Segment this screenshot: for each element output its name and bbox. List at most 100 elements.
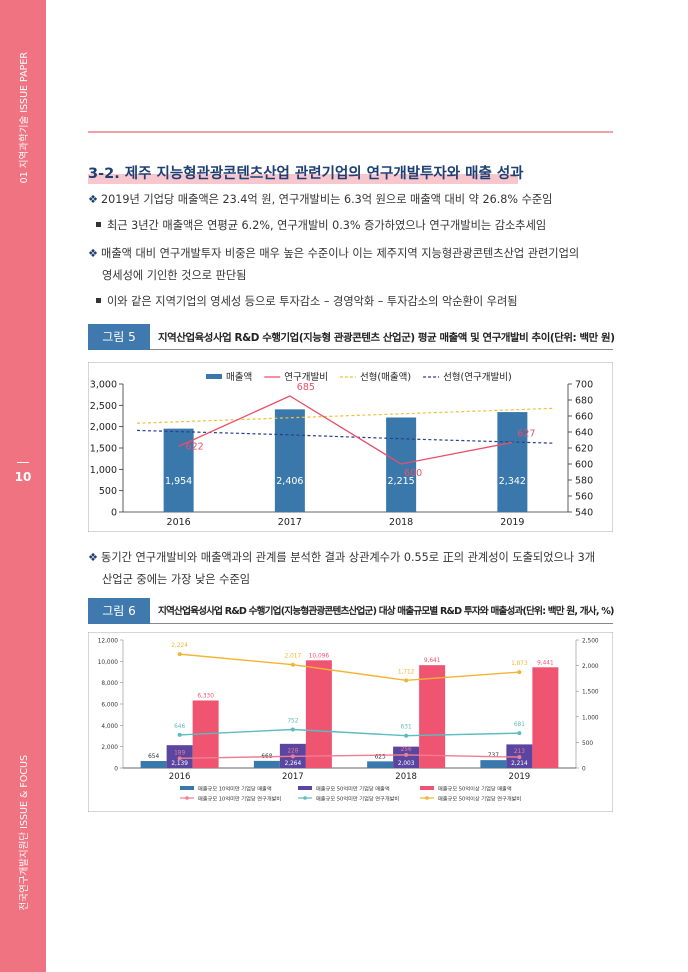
right-axis-tick-label: 560 <box>575 492 593 503</box>
title-highlight <box>88 174 518 184</box>
bar-sales <box>386 417 417 512</box>
legend-marker <box>425 796 429 800</box>
section-title: 3-2. 제주 지능형관광콘텐츠산업 관련기업의 연구개발투자와 매출 성과 <box>88 166 524 184</box>
legend-marker <box>185 796 189 800</box>
right-axis-tick-label: 620 <box>575 444 593 455</box>
line-rnd-under-1b-marker <box>517 755 522 760</box>
legend-label: 연구개발비 <box>284 372 328 383</box>
line-rnd-label: 622 <box>186 441 204 452</box>
x-axis-tick-label: 2019 <box>509 772 531 782</box>
left-axis-tick-label: 4,000 <box>101 724 118 730</box>
square-bullet-icon <box>96 298 101 303</box>
line-rnd-over-5b-label: 2,224 <box>171 643 188 649</box>
bar-sales-over-5b <box>419 665 446 768</box>
line-rnd-under-5b-marker <box>290 727 295 732</box>
line-rnd-over-5b-marker <box>177 652 182 657</box>
line-rnd-under-5b-label: 752 <box>287 718 298 724</box>
line-rnd-under-1b-label: 228 <box>287 748 298 754</box>
right-axis-tick-label: 1,000 <box>582 715 599 721</box>
bar-sales-under-1b <box>480 760 507 768</box>
bar-sales-over-5b-label: 10,096 <box>309 653 330 659</box>
x-axis-tick-label: 2018 <box>395 772 417 782</box>
right-axis-tick-label: 0 <box>582 767 586 773</box>
figure-6-chart: 0 2,000 4,000 6,000 8,000 10,000 12,000 0 500 1,0… <box>88 632 613 812</box>
line-rnd <box>178 395 513 465</box>
line-rnd-under-5b-marker <box>177 732 182 737</box>
right-axis-tick-label: 580 <box>575 476 593 487</box>
left-axis-tick-label: 500 <box>99 486 117 497</box>
legend-swatch <box>298 786 312 790</box>
figure-6-caption: 지역산업육성사업 R&D 수행기업(지능형관광콘텐츠산업군) 대상 매출규모별 … <box>158 606 614 617</box>
line-rnd-under-5b-label: 631 <box>401 725 412 731</box>
x-axis-tick-label: 2017 <box>278 517 302 528</box>
line-rnd-under-5b-marker <box>517 731 522 736</box>
figure-6-tag: 그림 6 <box>88 598 150 624</box>
left-axis-tick-label: 0 <box>114 767 118 773</box>
figure-5-tag: 그림 5 <box>88 324 150 350</box>
left-axis-tick-label: 6,000 <box>101 703 118 709</box>
bullet-paragraph-3-cont: 산업군 중에는 가장 낮은 수준임 <box>102 573 251 586</box>
bar-sales-under-5b-label: 2,139 <box>171 761 188 767</box>
bar-sales-under-1b-label: 654 <box>148 754 159 760</box>
left-axis-tick-label: 1,000 <box>90 465 117 476</box>
line-rnd-under-5b-label: 681 <box>514 722 525 728</box>
x-axis-tick-label: 2019 <box>500 517 524 528</box>
bar-sales <box>274 409 305 512</box>
right-axis-tick-label: 540 <box>575 508 593 519</box>
line-rnd-under-1b-marker <box>177 756 182 761</box>
right-axis-tick-label: 700 <box>575 380 593 391</box>
right-axis-tick-label: 2,500 <box>582 639 599 645</box>
legend-label: 매출규모 50억이상 기업당 연구개발비 <box>438 795 521 803</box>
legend-marker <box>303 796 307 800</box>
left-axis-tick-label: 8,000 <box>101 681 118 687</box>
bar-sales-under-1b <box>367 761 394 768</box>
line-rnd-label: 685 <box>297 382 315 393</box>
figure-6-header: 그림 6 지역산업육성사업 R&D 수행기업(지능형관광콘텐츠산업군) 대상 매… <box>88 598 614 624</box>
line-rnd-label: 600 <box>404 468 422 479</box>
sub-bullet-1: 최근 3년간 매출액은 연평균 6.2%, 연구개발비 0.3% 증가하였으나 … <box>96 216 546 236</box>
figure-5-caption: 지역산업육성사업 R&D 수행기업(지능형 관광콘텐츠 산업군) 평균 매출액 … <box>158 332 615 344</box>
right-axis-tick-label: 1,500 <box>582 690 599 696</box>
legend-label: 매출규모 50억이상 기업당 매출액 <box>438 785 512 793</box>
square-bullet-icon <box>96 222 101 227</box>
bar-sales-under-5b-label: 2,214 <box>511 761 528 767</box>
left-axis-tick-label: 3,000 <box>90 380 117 391</box>
right-axis-tick-label: 2,000 <box>582 664 599 670</box>
legend-label: 매출액 <box>226 371 252 383</box>
legend-swatch <box>420 786 434 790</box>
line-rnd-under-1b-label: 256 <box>401 747 412 753</box>
legend-label: 매출규모 10억미만 기업당 매출액 <box>198 785 272 793</box>
sub-bullet-2: 이와 같은 지역기업의 영세성 등으로 투자감소 – 경영악화 – 투자감소의 … <box>96 292 518 312</box>
bullet-paragraph-2-cont: 영세성에 기인한 것으로 판단됨 <box>102 269 247 282</box>
x-axis-tick-label: 2016 <box>169 772 191 782</box>
header-rule <box>88 131 613 133</box>
legend-swatch <box>206 374 222 379</box>
diamond-bullet-icon: ❖ <box>88 193 99 206</box>
left-axis-tick-label: 2,000 <box>101 745 118 751</box>
line-rnd-under-5b <box>179 728 520 737</box>
left-axis-tick-label: 10,000 <box>98 660 119 666</box>
diamond-bullet-icon: ❖ <box>88 247 99 260</box>
bullet-paragraph-2: ❖ 매출액 대비 연구개발투자 비중은 매우 높은 수준이나 이는 제주지역 지능… <box>88 247 580 260</box>
line-rnd-over-5b-label: 1,712 <box>398 669 415 675</box>
page-number-divider <box>17 462 29 463</box>
bar-sales-label: 2,215 <box>388 476 415 487</box>
side-bar <box>0 0 46 972</box>
line-rnd-under-1b-label: 189 <box>174 750 185 756</box>
right-axis-tick-label: 680 <box>575 396 593 407</box>
line-rnd-over-5b-label: 2,017 <box>285 654 302 660</box>
bar-sales-over-5b-label: 9,441 <box>537 660 554 666</box>
bar-sales-label: 1,954 <box>165 476 192 487</box>
bar-sales <box>497 412 528 512</box>
left-axis-tick-label: 2,500 <box>90 401 117 412</box>
line-rnd-under-5b-marker <box>404 733 409 738</box>
right-axis-tick-label: 660 <box>575 412 593 423</box>
legend-label: 선형(매출액) <box>360 371 411 383</box>
bullet-paragraph-3: ❖ 동기간 연구개발비와 매출액과의 관계를 분석한 결과 상관계수가 0.55로… <box>88 551 596 564</box>
chart-frame <box>88 632 613 812</box>
legend-label: 매출규모 50억미만 기업당 연구개발비 <box>316 795 399 803</box>
trend-line-rnd <box>136 429 555 444</box>
figure-5-chart: 0 500 1,000 1,500 2,000 2,500 3,000 540 560 580 60… <box>88 362 613 532</box>
line-rnd-under-1b-label: 213 <box>514 749 525 755</box>
x-axis-tick-label: 2017 <box>282 772 304 782</box>
